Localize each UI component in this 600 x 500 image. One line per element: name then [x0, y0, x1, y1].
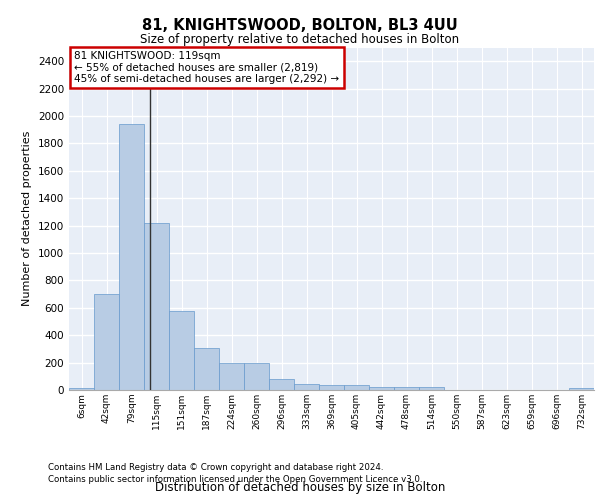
Bar	[69, 388, 94, 390]
Bar	[144, 223, 169, 390]
Text: Contains HM Land Registry data © Crown copyright and database right 2024.: Contains HM Land Registry data © Crown c…	[48, 464, 383, 472]
Bar	[269, 379, 294, 390]
Bar	[394, 386, 419, 390]
Bar	[419, 388, 444, 390]
Bar	[294, 384, 319, 390]
Bar	[244, 362, 269, 390]
Text: Contains public sector information licensed under the Open Government Licence v3: Contains public sector information licen…	[48, 475, 422, 484]
Bar	[119, 124, 144, 390]
Bar	[219, 362, 244, 390]
Text: 81 KNIGHTSWOOD: 119sqm
← 55% of detached houses are smaller (2,819)
45% of semi-: 81 KNIGHTSWOOD: 119sqm ← 55% of detached…	[74, 51, 340, 84]
Text: 81, KNIGHTSWOOD, BOLTON, BL3 4UU: 81, KNIGHTSWOOD, BOLTON, BL3 4UU	[142, 18, 458, 32]
Bar	[569, 388, 594, 390]
Bar	[319, 385, 344, 390]
Bar	[94, 294, 119, 390]
Bar	[344, 385, 369, 390]
Bar	[194, 348, 219, 390]
Bar	[369, 386, 394, 390]
Bar	[169, 311, 194, 390]
Text: Distribution of detached houses by size in Bolton: Distribution of detached houses by size …	[155, 480, 445, 494]
Y-axis label: Number of detached properties: Number of detached properties	[22, 131, 32, 306]
Text: Size of property relative to detached houses in Bolton: Size of property relative to detached ho…	[140, 32, 460, 46]
